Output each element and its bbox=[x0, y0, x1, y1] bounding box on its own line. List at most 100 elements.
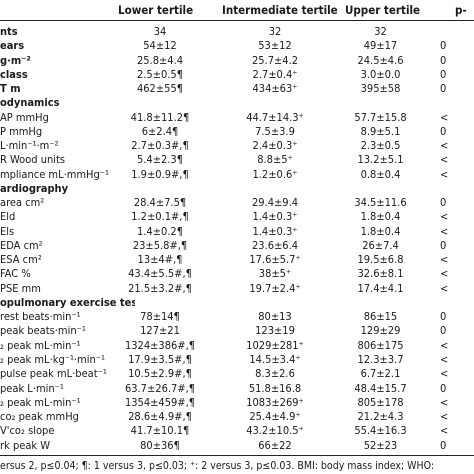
row-label: peak beats·min⁻¹ bbox=[0, 324, 86, 338]
row-label: L·min⁻¹·m⁻² bbox=[0, 139, 59, 153]
cell-upper-tertile bbox=[333, 182, 428, 195]
cell-lower-tertile: 28.4±7.5¶ bbox=[133, 196, 187, 210]
row-label: ESA cm² bbox=[0, 253, 42, 267]
cell-p-value: 0 bbox=[440, 310, 447, 324]
cell-p-value: < bbox=[440, 395, 449, 409]
header-intermediate-tertile: Intermediate tertile bbox=[222, 3, 338, 17]
row-label: PSE mm bbox=[0, 281, 41, 295]
table-row: ₂ peak mL·min⁻¹ 1324±386#,¶ 1029±281⁺ 806±1… bbox=[0, 339, 474, 352]
cell-lower-tertile: 63.7±26.7#,¶ bbox=[124, 381, 196, 395]
cell-lower-tertile: 2.5±0.5¶ bbox=[136, 67, 184, 81]
cell-upper-tertile: 13.2±5.1 bbox=[357, 153, 404, 167]
table-row: peak beats·min⁻¹ 127±21 123±19 129±29 0 bbox=[0, 324, 474, 337]
table-row: peak L·min⁻¹ 63.7±26.7#,¶ 51.8±16.8 48.4±15… bbox=[0, 382, 474, 395]
table-row: rk peak W 80±36¶ 66±22 52±23 0 bbox=[0, 439, 474, 452]
cell-lower-tertile: 54±12 bbox=[143, 39, 177, 53]
cell-lower-tertile: 13±4#,¶ bbox=[137, 253, 183, 267]
row-label: rest beats·min⁻¹ bbox=[0, 310, 81, 324]
cell-p-value: < bbox=[440, 153, 449, 167]
cell-intermediate-tertile bbox=[225, 296, 325, 309]
cell-p-value: 0 bbox=[440, 124, 447, 138]
cell-intermediate-tertile: 7.5±3.9 bbox=[255, 124, 295, 138]
cell-p-value bbox=[440, 96, 474, 109]
header-lower-tertile: Lower tertile bbox=[118, 3, 194, 17]
cell-intermediate-tertile bbox=[225, 182, 325, 195]
cell-intermediate-tertile: 80±13 bbox=[258, 310, 292, 324]
cell-intermediate-tertile: 2.4±0.3⁺ bbox=[252, 139, 298, 153]
cell-p-value: < bbox=[440, 253, 449, 267]
cell-intermediate-tertile: 17.6±5.7⁺ bbox=[249, 253, 301, 267]
cell-intermediate-tertile: 14.5±3.4⁺ bbox=[249, 352, 301, 366]
cell-upper-tertile: 21.2±4.3 bbox=[357, 410, 404, 424]
cell-p-value: 0 bbox=[440, 381, 447, 395]
table-row: EDA cm² 23±5.8#,¶ 23.6±6.4 26±7.4 0 bbox=[0, 239, 474, 252]
cell-lower-tertile: 41.7±10.1¶ bbox=[130, 424, 190, 438]
cell-p-value: 0 bbox=[440, 67, 447, 81]
cell-upper-tertile: 57.7±15.8 bbox=[354, 110, 407, 124]
cell-upper-tertile: 32.6±8.1 bbox=[357, 267, 404, 281]
cell-intermediate-tertile bbox=[225, 96, 325, 109]
table-row: L·min⁻¹·m⁻² 2.7±0.3#,¶ 2.4±0.3⁺ 2.3±0.5 < bbox=[0, 139, 474, 152]
row-label: ₂ peak mL·min⁻¹ bbox=[0, 338, 81, 352]
footer-divider bbox=[0, 455, 474, 456]
table-row: rest beats·min⁻¹ 78±14¶ 80±13 86±15 0 bbox=[0, 310, 474, 323]
header-p-value: p- bbox=[455, 3, 467, 17]
cell-upper-tertile: 48.4±15.7 bbox=[354, 381, 407, 395]
row-label: co₂ peak mmHg bbox=[0, 410, 79, 424]
cell-upper-tertile: 6.7±2.1 bbox=[360, 367, 401, 381]
cell-p-value: < bbox=[440, 367, 449, 381]
cell-p-value: 0 bbox=[440, 324, 447, 338]
row-label: ₂ peak mL·kg⁻¹·min⁻¹ bbox=[0, 352, 105, 366]
row-label: area cm² bbox=[0, 196, 45, 210]
row-label: peak L·min⁻¹ bbox=[0, 381, 64, 395]
cell-upper-tertile: 3.0±0.0 bbox=[360, 67, 401, 81]
table-row: ears 54±12 53±12 49±17 0 bbox=[0, 39, 474, 52]
cell-intermediate-tertile: 1.2±0.6⁺ bbox=[252, 167, 298, 181]
cell-lower-tertile bbox=[115, 182, 205, 195]
cell-intermediate-tertile: 32 bbox=[268, 25, 282, 38]
cell-upper-tertile: 49±17 bbox=[363, 39, 398, 53]
row-label: mpliance mL·mmHg⁻¹ bbox=[0, 167, 109, 181]
cell-lower-tertile: 25.8±4.4 bbox=[136, 53, 184, 67]
cell-intermediate-tertile: 29.4±9.4 bbox=[251, 196, 299, 210]
cell-intermediate-tertile: 8.3±2.6 bbox=[255, 367, 295, 381]
cell-intermediate-tertile: 25.4±4.9⁺ bbox=[249, 410, 301, 424]
cell-p-value: < bbox=[440, 352, 449, 366]
cell-p-value: < bbox=[440, 139, 449, 153]
cell-lower-tertile bbox=[115, 96, 205, 109]
row-label: R Wood units bbox=[0, 153, 66, 167]
cell-p-value bbox=[440, 296, 474, 309]
cell-lower-tertile: 17.9±3.5#,¶ bbox=[128, 352, 192, 366]
cell-intermediate-tertile: 8.8±5⁺ bbox=[257, 153, 293, 167]
row-label: odynamics bbox=[0, 96, 60, 110]
cell-p-value: < bbox=[440, 281, 449, 295]
cell-upper-tertile: 395±58 bbox=[360, 82, 401, 96]
table-row: area cm² 28.4±7.5¶ 29.4±9.4 34.5±11.6 0 bbox=[0, 196, 474, 209]
cell-intermediate-tertile: 1029±281⁺ bbox=[246, 338, 304, 352]
section-header-row: opulmonary exercise test bbox=[0, 296, 474, 309]
cell-intermediate-tertile: 44.7±14.3⁺ bbox=[246, 110, 304, 124]
cell-lower-tertile: 78±14¶ bbox=[140, 310, 180, 324]
table-row: ₂ peak mL·min⁻¹ 1354±459#,¶ 1083±269⁺ 805±1… bbox=[0, 396, 474, 409]
cell-upper-tertile: 806±175 bbox=[357, 338, 404, 352]
row-label: opulmonary exercise test bbox=[0, 295, 135, 309]
cell-intermediate-tertile: 23.6±6.4 bbox=[251, 238, 299, 252]
row-label: ears bbox=[0, 39, 25, 53]
cell-lower-tertile: 23±5.8#,¶ bbox=[132, 238, 188, 252]
table-row: pulse peak mL·beat⁻¹ 10.5±2.9#,¶ 8.3±2.6 6.… bbox=[0, 367, 474, 380]
cell-upper-tertile: 8.9±5.1 bbox=[360, 124, 401, 138]
table-row: T m 462±55¶ 434±63⁺ 395±58 0 bbox=[0, 82, 474, 95]
table-row: FAC % 43.4±5.5#,¶ 38±5⁺ 32.6±8.1 < bbox=[0, 267, 474, 280]
cell-p-value: < bbox=[440, 110, 449, 124]
cell-upper-tertile: 32 bbox=[374, 25, 387, 38]
cell-upper-tertile: 52±23 bbox=[363, 438, 398, 452]
cell-intermediate-tertile: 1083±269⁺ bbox=[246, 395, 304, 409]
cell-lower-tertile: 5.4±2.3¶ bbox=[136, 153, 184, 167]
cell-upper-tertile: 805±178 bbox=[357, 395, 404, 409]
row-label: Els bbox=[0, 224, 15, 238]
table-row: Eld 1.2±0.1#,¶ 1.4±0.3⁺ 1.8±0.4 < bbox=[0, 210, 474, 223]
cell-intermediate-tertile: 2.7±0.4⁺ bbox=[252, 67, 298, 81]
row-label: FAC % bbox=[0, 267, 31, 281]
cell-intermediate-tertile: 53±12 bbox=[258, 39, 292, 53]
cell-p-value: < bbox=[440, 167, 449, 181]
